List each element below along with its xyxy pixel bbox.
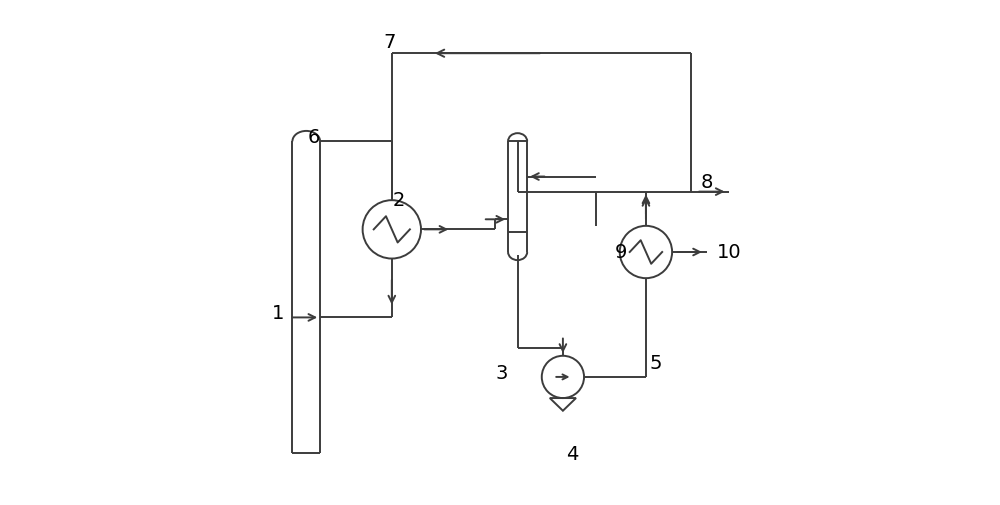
Text: 7: 7 (384, 33, 396, 52)
Text: 5: 5 (650, 354, 662, 373)
Text: 6: 6 (308, 127, 320, 146)
Text: 4: 4 (566, 444, 578, 463)
Text: 2: 2 (392, 190, 405, 209)
Text: 1: 1 (271, 304, 284, 322)
Text: 8: 8 (700, 173, 713, 192)
Text: 3: 3 (496, 364, 508, 382)
Text: 9: 9 (615, 243, 627, 262)
Text: 10: 10 (717, 243, 741, 262)
